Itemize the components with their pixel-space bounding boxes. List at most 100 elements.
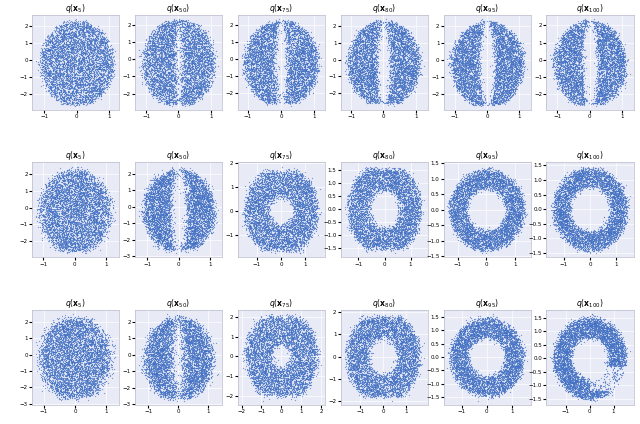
Point [360, 368, 370, 374]
Point [56, 349, 66, 355]
Point [289, 227, 299, 234]
Point [275, 227, 285, 234]
Point [181, 74, 191, 81]
Point [153, 213, 163, 220]
Point [346, 198, 356, 205]
Point [192, 231, 202, 238]
Point [455, 64, 465, 70]
Point [92, 44, 102, 50]
Point [495, 328, 505, 335]
Point [303, 373, 314, 379]
Point [395, 93, 405, 100]
Point [66, 359, 76, 366]
Point [76, 67, 86, 74]
Point [372, 318, 382, 325]
Point [577, 80, 587, 86]
Point [249, 343, 259, 349]
Point [508, 204, 518, 210]
Point [266, 68, 276, 75]
Point [276, 176, 286, 183]
Point [478, 225, 488, 232]
Point [575, 74, 585, 81]
Point [258, 45, 268, 52]
Point [596, 172, 607, 179]
Point [267, 379, 277, 385]
Point [596, 335, 607, 342]
Point [404, 347, 415, 354]
Point [387, 97, 397, 104]
Point [153, 360, 163, 366]
Point [508, 82, 518, 89]
Point [300, 190, 310, 197]
Point [241, 216, 252, 223]
Point [257, 179, 268, 185]
Point [561, 227, 572, 234]
Point [281, 231, 291, 237]
Point [278, 184, 289, 191]
Point [284, 181, 294, 188]
Point [300, 379, 310, 386]
Point [292, 79, 302, 86]
Point [456, 333, 466, 340]
Point [166, 379, 176, 386]
Point [256, 337, 266, 343]
Point [248, 349, 259, 356]
Point [70, 334, 81, 341]
Point [353, 34, 363, 41]
Point [157, 331, 167, 338]
Point [74, 52, 84, 59]
Point [189, 181, 200, 188]
Point [370, 98, 380, 104]
Point [257, 89, 268, 96]
Point [595, 237, 605, 244]
Point [253, 53, 263, 60]
Point [392, 315, 403, 321]
Point [359, 345, 369, 352]
Point [469, 332, 479, 339]
Point [512, 350, 522, 357]
Point [73, 68, 83, 75]
Point [463, 223, 474, 230]
Point [179, 53, 189, 60]
Point [298, 368, 308, 375]
Point [458, 59, 468, 66]
Point [470, 242, 481, 248]
Point [358, 212, 368, 219]
Point [350, 331, 360, 338]
Point [159, 321, 170, 328]
Point [454, 45, 464, 51]
Point [246, 210, 256, 217]
Point [253, 60, 263, 67]
Point [596, 171, 607, 178]
Point [308, 212, 318, 218]
Point [286, 244, 296, 251]
Point [189, 225, 200, 232]
Point [179, 38, 189, 45]
Point [286, 198, 296, 205]
Point [303, 40, 314, 47]
Point [479, 379, 489, 385]
Point [499, 82, 509, 89]
Point [256, 318, 266, 324]
Point [199, 367, 209, 374]
Point [577, 237, 588, 243]
Point [307, 373, 317, 380]
Point [72, 230, 83, 237]
Point [357, 92, 367, 98]
Point [204, 218, 214, 225]
Point [402, 379, 412, 385]
Point [78, 205, 88, 212]
Point [563, 217, 573, 223]
Point [74, 334, 84, 340]
Point [195, 219, 205, 226]
Point [408, 340, 419, 347]
Point [92, 219, 102, 226]
Point [288, 178, 298, 185]
Point [461, 73, 472, 80]
Point [274, 377, 284, 384]
Point [169, 382, 179, 389]
Point [296, 195, 307, 201]
Point [49, 374, 60, 380]
Point [84, 336, 95, 343]
Point [578, 384, 588, 391]
